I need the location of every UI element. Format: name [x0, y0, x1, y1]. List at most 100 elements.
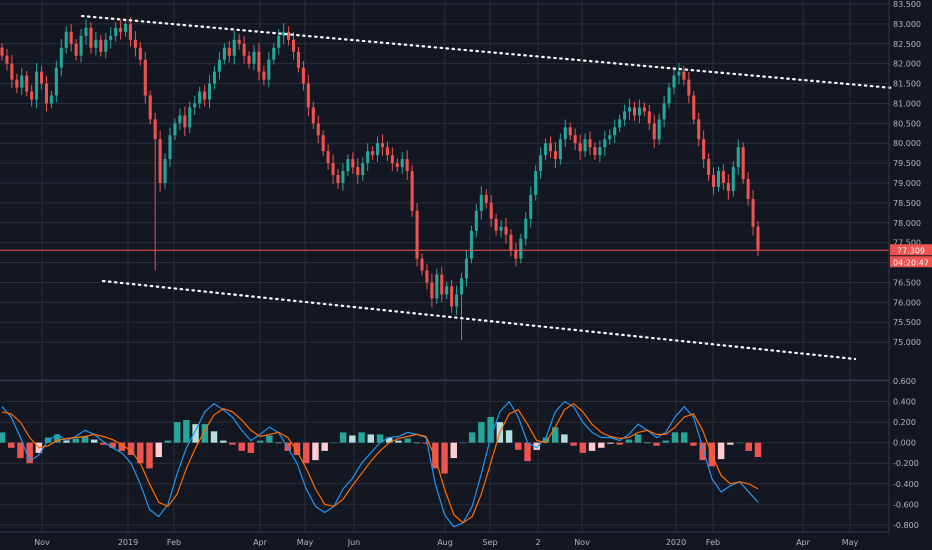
candle-body — [375, 143, 380, 156]
candle-body — [59, 47, 63, 68]
histogram-bar — [579, 442, 587, 453]
candle-body — [296, 51, 301, 68]
candle-body — [553, 151, 557, 160]
time-tick-label: Feb — [167, 538, 181, 547]
candle-body — [99, 39, 103, 52]
time-tick-label: Apr — [253, 538, 268, 547]
price-tick-label: 75.000 — [893, 338, 921, 347]
candle-body — [158, 139, 162, 183]
price-tick-label: 76.000 — [893, 298, 921, 307]
candle-body — [119, 27, 123, 32]
candle-body — [627, 107, 632, 112]
histogram-bar — [616, 442, 623, 445]
macd-axis[interactable]: 0.600 0.400 0.200 0.000 -0.200 -0.400 -0.600 -0… — [893, 377, 919, 530]
countdown-tag-bg — [890, 256, 932, 268]
histogram-bar — [312, 442, 319, 461]
histogram-bar — [90, 439, 98, 443]
candle-body — [198, 91, 202, 104]
candle-body — [84, 27, 88, 36]
histogram-bar — [26, 442, 33, 464]
candle-body — [657, 119, 661, 140]
candle-body — [380, 143, 385, 148]
candle-body — [143, 59, 147, 96]
histogram-bar — [376, 434, 384, 443]
candle-body — [178, 115, 182, 124]
candle-body — [203, 91, 207, 100]
macd-tick-label: -0.800 — [893, 521, 919, 530]
candle-body — [692, 95, 696, 120]
candle-body — [346, 159, 350, 172]
candle-body — [356, 167, 360, 176]
candle-body — [321, 135, 325, 152]
price-tick-label: 81.500 — [893, 80, 921, 89]
candle-body — [54, 67, 58, 96]
histogram-bar — [634, 434, 642, 443]
candle-body — [558, 139, 562, 160]
histogram-bar — [367, 434, 375, 443]
candle-body — [173, 123, 177, 136]
histogram-bar — [201, 424, 209, 443]
histogram-bar — [524, 442, 531, 462]
histogram-bar — [247, 442, 255, 453]
candle-body — [30, 91, 34, 100]
macd-tick-label: 0.000 — [893, 439, 916, 448]
histogram-bar — [127, 442, 135, 455]
histogram-bar — [450, 442, 457, 459]
histogram-bar — [303, 442, 310, 464]
candle-body — [331, 163, 335, 176]
time-tick-label: 2019 — [118, 538, 138, 547]
price-tick-label: 75.500 — [893, 318, 921, 327]
time-tick-label: 2 — [535, 538, 540, 547]
price-tick-label: 82.500 — [893, 40, 921, 49]
lower-trendline[interactable] — [101, 279, 857, 361]
candle-body — [361, 163, 365, 176]
macd-tick-label: 0.400 — [893, 398, 916, 407]
candle-body — [49, 95, 53, 104]
candle-body — [469, 230, 473, 259]
price-tick-label: 83.500 — [893, 0, 921, 9]
time-tick-label: Feb — [706, 538, 720, 547]
histogram-bar — [542, 437, 550, 443]
histogram-bar — [551, 427, 559, 443]
candle-body — [568, 127, 572, 136]
histogram-bar — [385, 437, 393, 443]
macd-tick-label: -0.400 — [893, 480, 919, 489]
histogram-bar — [395, 440, 402, 443]
price-axis[interactable]: 83.500 83.000 82.500 82.000 81.500 81.000 80.5… — [893, 0, 921, 347]
candle-body — [474, 210, 478, 231]
trendlines — [80, 14, 895, 361]
candle-body — [326, 151, 330, 164]
histogram-bar — [570, 442, 577, 446]
candle-body — [751, 198, 755, 227]
candle-body — [731, 167, 735, 191]
histogram-bar — [690, 442, 697, 446]
time-axis[interactable]: Nov 2019 Feb Apr May Jun Aug Sep 2 Nov 2020 Feb Apr M… — [34, 538, 858, 547]
candle-body — [188, 107, 192, 128]
histogram-bar — [441, 442, 448, 474]
candle-body — [707, 159, 711, 176]
histogram-bar — [0, 432, 6, 443]
candle-body — [459, 278, 464, 295]
candle-body — [450, 286, 454, 307]
candle-body — [741, 147, 745, 180]
candle-body — [20, 75, 24, 88]
upper-trendline[interactable] — [80, 14, 895, 90]
histogram-bar — [745, 442, 753, 451]
candle-body — [138, 47, 142, 60]
candle-body — [25, 75, 29, 92]
candle-body — [44, 83, 49, 104]
candle-body — [716, 171, 721, 187]
histogram-bar — [72, 438, 79, 443]
candle-body — [632, 107, 637, 116]
candle-body — [257, 51, 261, 72]
candle-body — [168, 135, 172, 160]
candle-body — [217, 59, 221, 72]
histogram-bar — [293, 442, 301, 455]
histogram-bar — [173, 422, 181, 443]
candle-body — [301, 67, 305, 84]
histogram-bar — [100, 442, 107, 445]
candle-body — [623, 111, 627, 120]
histogram-bar — [459, 442, 467, 444]
histogram-bar — [339, 432, 347, 443]
